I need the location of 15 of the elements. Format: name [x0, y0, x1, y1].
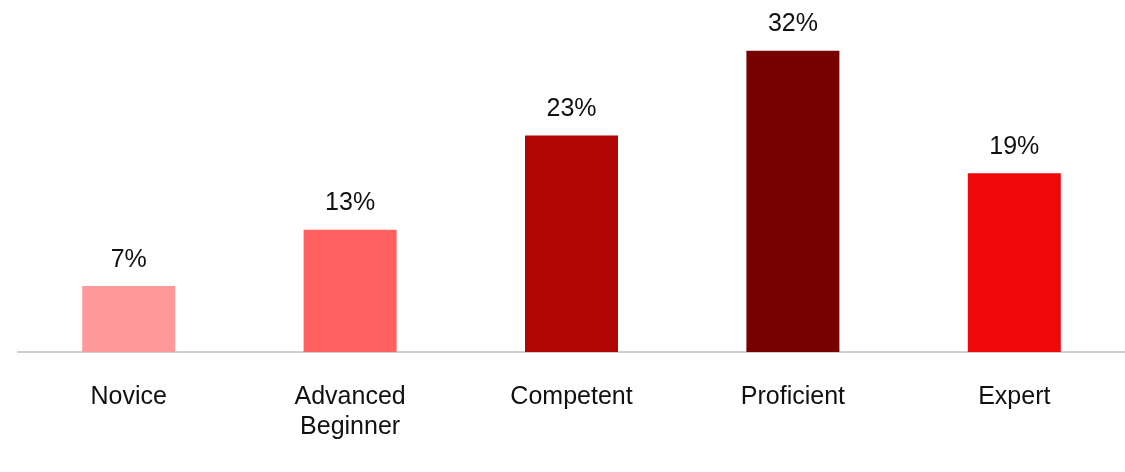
bar: [82, 286, 176, 352]
bar: [525, 135, 618, 352]
bar: [746, 50, 840, 352]
x-tick-label: Competent: [510, 380, 633, 409]
data-label: 19%: [989, 130, 1040, 159]
data-label: 13%: [325, 187, 376, 216]
bar: [303, 229, 397, 352]
x-tick-label: Proficient: [740, 380, 846, 409]
x-tick-label: Expert: [978, 380, 1051, 409]
data-label: 23%: [546, 92, 597, 121]
x-tick-label: Novice: [90, 380, 167, 409]
data-label: 32%: [767, 8, 818, 37]
x-tick-label: Advanced Beginner: [294, 380, 406, 439]
bar: [967, 173, 1061, 352]
data-label: 7%: [110, 243, 147, 272]
